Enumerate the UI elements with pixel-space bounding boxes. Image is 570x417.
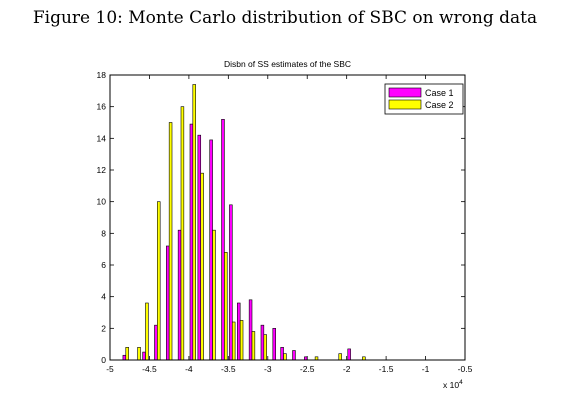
legend-label-1: Case 1 <box>425 88 454 98</box>
x-tick-label: -5 <box>106 364 114 374</box>
bar-case1 <box>347 348 351 361</box>
bar-case1 <box>260 324 265 361</box>
bar-case2 <box>168 122 173 361</box>
x-tick-label: -3 <box>264 364 272 374</box>
x-tick-label: -2 <box>343 364 351 374</box>
bar-case2 <box>263 334 267 361</box>
bar-case1 <box>142 351 146 361</box>
bar-case1 <box>272 328 276 361</box>
y-tick-label: 14 <box>97 133 107 143</box>
y-tick-label: 0 <box>101 355 106 365</box>
bar-case2 <box>180 106 185 361</box>
bar-case2 <box>338 353 342 361</box>
legend-swatch-1 <box>388 87 422 98</box>
x-tick-label: -4.5 <box>142 364 157 374</box>
bar-case1 <box>197 134 202 361</box>
y-tick-label: 16 <box>97 102 107 112</box>
bar-case1 <box>122 354 127 361</box>
bar-case1 <box>229 204 233 361</box>
bar-case2 <box>224 252 228 361</box>
bar-case2 <box>125 347 129 361</box>
x-tick-label: -1.5 <box>379 364 394 374</box>
x-axis-multiplier: x 104 <box>443 379 463 390</box>
bars-group <box>122 84 366 361</box>
x-tick-label: -0.5 <box>458 364 473 374</box>
legend-swatch-2 <box>388 99 422 110</box>
y-tick-label: 8 <box>101 228 106 238</box>
y-tick-label: 18 <box>97 70 107 80</box>
bar-case2 <box>283 353 287 361</box>
bar-case2 <box>251 331 256 361</box>
plot-frame <box>109 74 466 361</box>
bar-case2 <box>145 302 149 361</box>
bar-case2 <box>137 347 141 361</box>
y-tick-label: 2 <box>101 323 106 333</box>
y-tick-label: 10 <box>97 197 107 207</box>
y-tick-label: 12 <box>97 165 107 175</box>
bar-case2 <box>212 229 216 361</box>
chart-title: Disbn of SS estimates of the SBC <box>224 59 351 69</box>
axis-ticks: -5 -4.5 -4 -3.5 -3 -2.5 -2 -1.5 -1 -0.5 0 2 4 6 8 10 12 1… <box>97 70 473 374</box>
bar-case1 <box>189 123 194 361</box>
x-tick-label: -1 <box>422 364 430 374</box>
bar-case1 <box>292 350 296 361</box>
bar-case1 <box>280 347 284 361</box>
figure-caption: Figure 10: Monte Carlo distribution of S… <box>32 8 538 28</box>
bar-case1 <box>177 229 182 361</box>
bar-case2 <box>231 321 236 361</box>
y-tick-label: 4 <box>101 292 106 302</box>
bar-case1 <box>248 299 253 361</box>
bar-case2 <box>157 201 161 361</box>
bar-case2 <box>192 84 196 361</box>
legend-label-2: Case 2 <box>425 100 454 110</box>
bar-case1 <box>209 139 213 361</box>
legend: Case 1 Case 2 <box>384 83 464 115</box>
y-tick-label: 6 <box>101 260 106 270</box>
bar-case1 <box>154 324 158 361</box>
x-tick-label: -2.5 <box>300 364 315 374</box>
bar-case2 <box>200 172 204 361</box>
bar-case1 <box>166 245 170 361</box>
x-tick-label: -4 <box>185 364 193 374</box>
bar-case1 <box>221 119 225 361</box>
bar-case1 <box>237 302 241 361</box>
x-tick-label: -3.5 <box>221 364 236 374</box>
bar-case2 <box>239 320 244 361</box>
